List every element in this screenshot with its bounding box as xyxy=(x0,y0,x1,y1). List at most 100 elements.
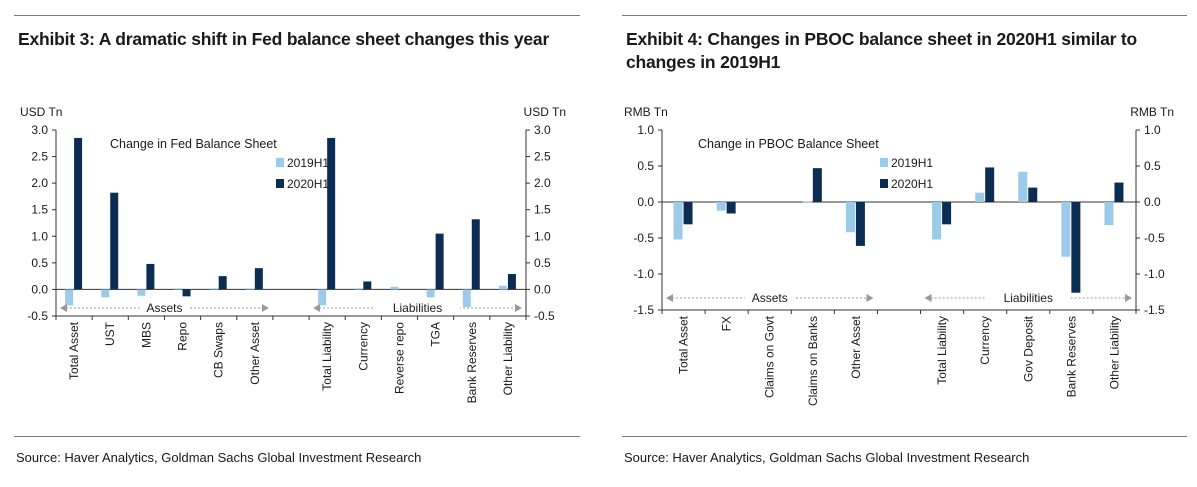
category-label-bank-reserves: Bank Reserves xyxy=(465,322,479,403)
category-label-reverse-repo: Reverse repo xyxy=(392,322,406,394)
bar-2019h1-other-asset xyxy=(845,202,855,233)
y-tick-label-left: -0.5 xyxy=(633,231,654,245)
legend-swatch-2020h1 xyxy=(276,179,284,188)
exhibit-4-panel: Exhibit 4: Changes in PBOC balance sheet… xyxy=(608,0,1197,487)
y-tick-label-left: -1.5 xyxy=(633,303,654,317)
category-label-cb-swaps: CB Swaps xyxy=(212,322,226,378)
category-label-total-asset: Total Asset xyxy=(67,321,81,380)
category-label-claims-on-banks: Claims on Banks xyxy=(806,316,820,406)
y-tick-label-left: 3.0 xyxy=(31,123,48,137)
exhibit-4-title-line-1: Exhibit 4: Changes in PBOC balance sheet… xyxy=(626,29,1138,49)
bar-2020h1-ust xyxy=(110,192,119,290)
category-label-total-asset: Total Asset xyxy=(677,315,691,374)
bar-2020h1-total-asset xyxy=(683,202,693,225)
group-arrow-right xyxy=(1125,294,1132,302)
bar-2020h1-repo xyxy=(182,289,191,297)
group-arrow-left xyxy=(666,294,673,302)
category-label-repo: Repo xyxy=(176,322,190,351)
category-label-other-liability: Other Liability xyxy=(501,322,515,395)
y-tick-label-left: 1.0 xyxy=(637,123,654,137)
bar-2020h1-cb-swaps xyxy=(218,276,227,290)
group-label-assets: Assets xyxy=(146,301,182,315)
legend-label-2019h1: 2019H1 xyxy=(287,156,329,170)
category-label-bank-reserves: Bank Reserves xyxy=(1064,316,1078,397)
y-tick-label-right: 0.0 xyxy=(534,282,551,296)
y-tick-label-right: 2.5 xyxy=(534,150,551,164)
chart-inner-title: Change in PBOC Balance Sheet xyxy=(698,137,879,151)
y-tick-label-right: 0.5 xyxy=(534,256,551,270)
bar-2019h1-total-asset xyxy=(673,202,683,240)
bar-2019h1-fx xyxy=(716,202,726,211)
exhibit-4-source: Source: Haver Analytics, Goldman Sachs G… xyxy=(624,450,1030,465)
top-rule xyxy=(622,15,1187,16)
bar-2020h1-fx xyxy=(726,202,736,214)
y-tick-label-left: 2.5 xyxy=(31,150,48,164)
bar-2020h1-other-liability xyxy=(1114,182,1124,202)
group-arrow-left xyxy=(924,294,932,302)
category-label-currency: Currency xyxy=(356,322,370,371)
y-tick-label-left: -1.0 xyxy=(633,267,654,281)
bar-2019h1-other-liability xyxy=(1104,202,1114,226)
bar-2020h1-total-asset xyxy=(74,137,83,290)
bar-2019h1-cb-swaps xyxy=(209,288,218,290)
bar-2019h1-gov-deposit xyxy=(1018,171,1028,202)
group-label-liabilities: Liabilities xyxy=(1004,291,1053,305)
legend-label-2020h1: 2020H1 xyxy=(287,177,329,191)
bar-2020h1-gov-deposit xyxy=(1028,187,1038,202)
y-tick-label-right: 1.0 xyxy=(1144,123,1161,137)
y-tick-label-left: 1.5 xyxy=(31,203,48,217)
legend-swatch-2020h1 xyxy=(880,179,888,188)
bar-2019h1-reverse-repo xyxy=(390,286,399,290)
exhibit-3-source: Source: Haver Analytics, Goldman Sachs G… xyxy=(16,450,422,465)
y-axis-label-left: RMB Tn xyxy=(624,105,668,119)
group-arrow-right xyxy=(261,304,269,312)
legend-label-2019h1: 2019H1 xyxy=(891,156,933,170)
category-label-tga: TGA xyxy=(429,322,443,347)
category-label-ust: UST xyxy=(103,321,117,346)
bar-2020h1-currency xyxy=(363,281,372,290)
y-axis-label-left: USD Tn xyxy=(20,105,62,119)
y-tick-label-left: 0.5 xyxy=(31,256,48,270)
y-tick-label-right: 2.0 xyxy=(534,176,551,190)
pboc-balance-sheet-chart: RMB Tn RMB Tn 1.0 1.0 0.5 0.5 0.0 0.0 -0.5 -0.5 -1… xyxy=(624,105,1174,406)
group-arrow-left xyxy=(60,304,67,312)
y-tick-label-left: 0.0 xyxy=(31,282,48,296)
bar-2019h1-total-asset xyxy=(65,289,74,306)
bar-2019h1-currency xyxy=(975,192,985,202)
y-tick-label-left: 2.0 xyxy=(31,176,48,190)
bar-2020h1-other-liability xyxy=(507,274,516,290)
bar-2019h1-other-asset xyxy=(245,288,254,290)
y-tick-label-right: 3.0 xyxy=(534,123,551,137)
category-label-claims-on-govt: Claims on Govt xyxy=(763,315,777,398)
group-arrow-right xyxy=(866,294,874,302)
y-tick-label-right: -0.5 xyxy=(534,309,555,323)
y-tick-label-right: -0.5 xyxy=(1144,231,1165,245)
bar-2019h1-total-liability xyxy=(932,202,942,240)
group-label-bg xyxy=(139,301,190,315)
bottom-rule xyxy=(14,436,580,437)
bar-2019h1-ust xyxy=(101,289,110,298)
legend-label-2020h1: 2020H1 xyxy=(891,177,933,191)
bar-2020h1-total-liability xyxy=(327,137,336,290)
y-tick-label-left: 0.5 xyxy=(637,159,654,173)
group-arrow-left xyxy=(313,304,321,312)
bar-2019h1-claims-on-banks xyxy=(802,201,812,203)
bar-2019h1-other-liability xyxy=(498,285,507,290)
bar-2020h1-other-asset xyxy=(855,202,865,246)
bar-2020h1-claims-on-banks xyxy=(812,168,822,202)
y-tick-label-right: -1.0 xyxy=(1144,267,1165,281)
chart-inner-title: Change in Fed Balance Sheet xyxy=(110,137,277,151)
bar-2019h1-mbs xyxy=(137,289,146,296)
bar-2020h1-total-liability xyxy=(942,202,952,225)
bar-2019h1-tga xyxy=(426,289,435,298)
bottom-rule xyxy=(622,436,1187,437)
category-label-other-liability: Other Liability xyxy=(1107,316,1121,389)
category-label-other-asset: Other Asset xyxy=(849,315,863,378)
group-label-bg xyxy=(375,301,461,315)
bar-2020h1-currency xyxy=(985,167,995,202)
bar-2019h1-bank-reserves xyxy=(1061,202,1071,257)
bar-2020h1-bank-reserves xyxy=(471,219,480,290)
bar-2020h1-mbs xyxy=(146,263,155,290)
exhibit-3-panel: Exhibit 3: A dramatic shift in Fed balan… xyxy=(0,0,590,487)
category-label-currency: Currency xyxy=(978,316,992,365)
